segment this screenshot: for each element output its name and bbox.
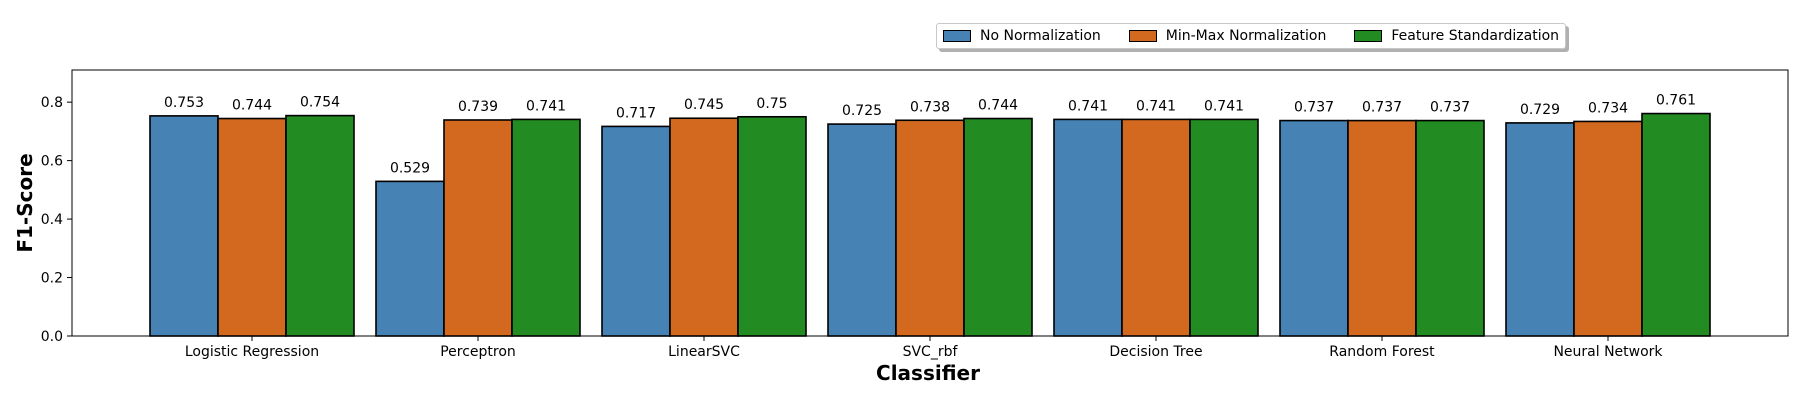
legend-swatch-feature-standardization <box>1354 30 1383 42</box>
data-label-min-max-normalization-linearsvc: 0.745 <box>684 97 724 113</box>
data-label-no-normalization-decision-tree: 0.741 <box>1068 98 1108 114</box>
bar-min-max-normalization-linearsvc <box>669 117 739 337</box>
bar-no-normalization-perceptron <box>375 180 445 337</box>
x-tick-label-svc-rbf: SVC_rbf <box>903 344 959 360</box>
data-label-feature-standardization-logistic-regression: 0.754 <box>300 95 340 111</box>
legend-item-no-normalization: No Normalization <box>943 28 1101 44</box>
bar-no-normalization-linearsvc <box>601 125 671 337</box>
x-tick-label-logistic-regression: Logistic Regression <box>185 344 319 360</box>
bar-min-max-normalization-neural-network <box>1573 120 1643 337</box>
data-label-feature-standardization-linearsvc: 0.75 <box>756 96 787 112</box>
legend-item-min-max-normalization: Min-Max Normalization <box>1128 28 1327 44</box>
x-tick-label-linearsvc: LinearSVC <box>668 344 740 360</box>
bar-no-normalization-logistic-regression <box>149 115 219 337</box>
data-label-no-normalization-logistic-regression: 0.753 <box>164 95 204 111</box>
data-label-min-max-normalization-perceptron: 0.739 <box>458 99 498 115</box>
x-tick-label-random-forest: Random Forest <box>1329 344 1435 360</box>
legend-label-feature-standardization: Feature Standardization <box>1391 28 1560 44</box>
y-tick-label: 0.8 <box>41 95 63 111</box>
bar-feature-standardization-neural-network <box>1641 112 1711 337</box>
x-tick-label-neural-network: Neural Network <box>1553 344 1663 360</box>
data-label-min-max-normalization-svc-rbf: 0.738 <box>910 99 950 115</box>
data-label-no-normalization-svc-rbf: 0.725 <box>842 103 882 119</box>
bar-min-max-normalization-svc-rbf <box>895 119 965 337</box>
legend-item-feature-standardization: Feature Standardization <box>1354 28 1559 44</box>
data-label-feature-standardization-random-forest: 0.737 <box>1430 100 1470 116</box>
data-label-feature-standardization-perceptron: 0.741 <box>526 98 566 114</box>
bar-feature-standardization-svc-rbf <box>963 117 1033 337</box>
x-tick-label-perceptron: Perceptron <box>440 344 516 360</box>
bar-no-normalization-random-forest <box>1279 119 1349 337</box>
bar-no-normalization-neural-network <box>1505 122 1575 337</box>
data-label-no-normalization-perceptron: 0.529 <box>390 160 430 176</box>
legend-swatch-no-normalization <box>943 30 971 42</box>
data-label-feature-standardization-decision-tree: 0.741 <box>1204 98 1244 114</box>
data-label-min-max-normalization-decision-tree: 0.741 <box>1136 98 1176 114</box>
y-tick-label: 0.0 <box>41 329 63 345</box>
bar-min-max-normalization-decision-tree <box>1121 118 1191 337</box>
data-label-min-max-normalization-neural-network: 0.734 <box>1588 100 1628 116</box>
data-label-feature-standardization-neural-network: 0.761 <box>1656 93 1696 109</box>
bar-min-max-normalization-perceptron <box>443 119 513 337</box>
bar-min-max-normalization-random-forest <box>1347 119 1417 337</box>
data-label-min-max-normalization-random-forest: 0.737 <box>1362 100 1402 116</box>
data-label-no-normalization-neural-network: 0.729 <box>1520 102 1560 118</box>
data-label-feature-standardization-svc-rbf: 0.744 <box>978 98 1018 114</box>
y-tick-label: 0.6 <box>41 154 63 170</box>
x-axis-label: Classifier <box>876 361 980 385</box>
bar-no-normalization-decision-tree <box>1053 118 1123 337</box>
legend: No Normalization Min-Max Normalization F… <box>936 23 1566 49</box>
y-tick-label: 0.4 <box>41 212 63 228</box>
bar-feature-standardization-perceptron <box>511 118 581 337</box>
data-label-no-normalization-random-forest: 0.737 <box>1294 100 1334 116</box>
y-tick-label: 0.2 <box>41 271 63 287</box>
bar-feature-standardization-logistic-regression <box>285 114 355 337</box>
x-tick-label-decision-tree: Decision Tree <box>1109 344 1202 360</box>
bar-feature-standardization-random-forest <box>1415 119 1485 337</box>
legend-label-no-normalization: No Normalization <box>980 28 1101 44</box>
data-label-min-max-normalization-logistic-regression: 0.744 <box>232 98 272 114</box>
bar-feature-standardization-linearsvc <box>737 115 807 337</box>
bar-feature-standardization-decision-tree <box>1189 118 1259 337</box>
data-label-no-normalization-linearsvc: 0.717 <box>616 105 656 121</box>
legend-label-min-max-normalization: Min-Max Normalization <box>1165 28 1327 44</box>
legend-swatch-min-max-normalization <box>1128 30 1157 42</box>
bar-min-max-normalization-logistic-regression <box>217 117 287 337</box>
y-axis-label: F1-Score <box>13 153 37 252</box>
bar-no-normalization-svc-rbf <box>827 123 897 337</box>
